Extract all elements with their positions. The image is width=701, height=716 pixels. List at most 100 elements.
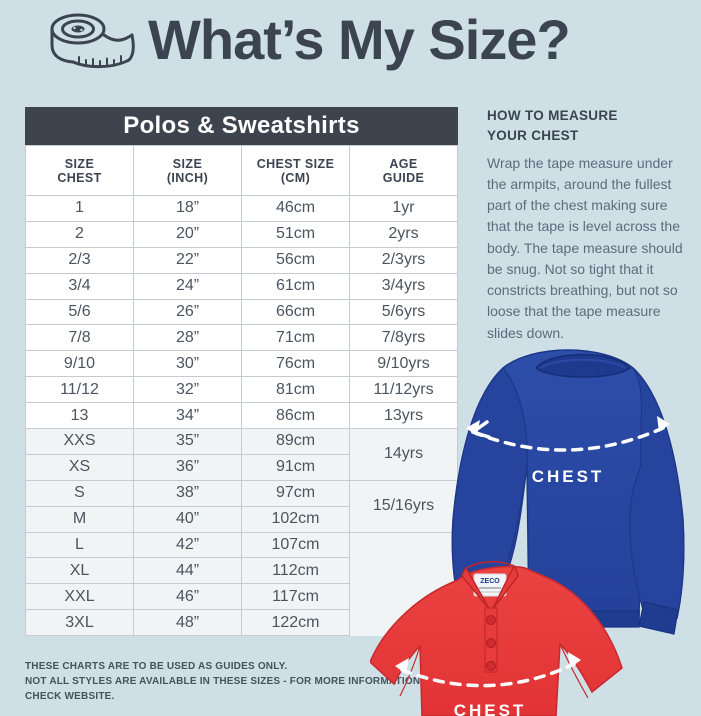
- cell-cm: 56cm: [241, 246, 350, 274]
- table-row: 1 18” 46cm 1yr: [25, 195, 458, 222]
- cell-age: 15/16yrs: [349, 479, 458, 533]
- cell-size: M: [25, 505, 134, 533]
- tape-measure-icon: [50, 13, 135, 69]
- cell-cm: 91cm: [241, 453, 350, 481]
- table-row: M 40” 102cm: [25, 505, 458, 533]
- sweatshirt-body: [451, 349, 685, 635]
- cell-cm: 61cm: [241, 272, 350, 300]
- cell-size: 9/10: [25, 350, 134, 378]
- sweatshirt-chest-arrow: [466, 416, 670, 452]
- cell-inch: 48”: [133, 609, 242, 637]
- cell-size: 13: [25, 402, 134, 430]
- cell-inch: 30”: [133, 350, 242, 378]
- cell-cm: 107cm: [241, 531, 350, 559]
- cell-cm: 71cm: [241, 324, 350, 352]
- measure-guide: HOW TO MEASURE YOUR CHEST Wrap the tape …: [487, 106, 687, 344]
- cell-size: 3XL: [25, 609, 134, 637]
- disclaimer: THESE CHARTS ARE TO BE USED AS GUIDES ON…: [25, 659, 425, 704]
- cell-inch: 22”: [133, 246, 242, 274]
- cell-age-empty: [349, 532, 458, 558]
- cell-age-empty: [349, 557, 458, 584]
- table-row: 2/3 22” 56cm 2/3yrs: [25, 246, 458, 274]
- cell-age: 9/10yrs: [349, 350, 458, 378]
- cell-size: S: [25, 479, 134, 507]
- cell-size: XXL: [25, 583, 134, 611]
- cell-size: L: [25, 531, 134, 559]
- table-row: 7/8 28” 71cm 7/8yrs: [25, 324, 458, 352]
- cell-size: 5/6: [25, 298, 134, 326]
- cell-inch: 28”: [133, 324, 242, 352]
- disclaimer-line: CHECK WEBSITE.: [25, 691, 115, 702]
- cell-size: 1: [25, 195, 134, 222]
- cell-cm: 66cm: [241, 298, 350, 326]
- cell-inch: 42”: [133, 531, 242, 559]
- cell-age: 7/8yrs: [349, 324, 458, 352]
- table-title: Polos & Sweatshirts: [25, 107, 458, 145]
- cell-age: 5/6yrs: [349, 298, 458, 326]
- cell-inch: 26”: [133, 298, 242, 326]
- cell-age: 2yrs: [349, 220, 458, 248]
- cell-inch: 34”: [133, 402, 242, 430]
- table-row: 3/4 24” 61cm 3/4yrs: [25, 272, 458, 300]
- cell-cm: 81cm: [241, 376, 350, 404]
- polo-chest-label: CHEST: [454, 701, 527, 716]
- col-header-size-chest: SIZE CHEST: [25, 145, 134, 196]
- table-row: 2 20” 51cm 2yrs: [25, 220, 458, 248]
- cell-size: XXS: [25, 428, 134, 455]
- cell-cm: 89cm: [241, 428, 350, 455]
- header-row: SIZE CHEST SIZE (INCH) CHEST SIZE (CM) A…: [25, 145, 458, 196]
- measure-guide-heading: HOW TO MEASURE YOUR CHEST: [487, 108, 618, 144]
- cell-cm: 97cm: [241, 479, 350, 507]
- cell-cm: 122cm: [241, 609, 350, 637]
- cell-cm: 117cm: [241, 583, 350, 611]
- sweatshirt-image: CHEST: [451, 349, 685, 635]
- cell-age: 14yrs: [349, 428, 458, 481]
- cell-size: 2/3: [25, 246, 134, 274]
- polo-body: ZECO: [370, 561, 623, 716]
- cell-inch: 18”: [133, 195, 242, 222]
- cell-inch: 24”: [133, 272, 242, 300]
- cell-inch: 38”: [133, 479, 242, 507]
- table-row: 11/12 32” 81cm 11/12yrs: [25, 376, 458, 404]
- table-row: 9/10 30” 76cm 9/10yrs: [25, 350, 458, 378]
- cell-cm: 86cm: [241, 402, 350, 430]
- cell-size: 11/12: [25, 376, 134, 404]
- disclaimer-line: THESE CHARTS ARE TO BE USED AS GUIDES ON…: [25, 661, 288, 672]
- cell-age: 11/12yrs: [349, 376, 458, 404]
- cell-inch: 44”: [133, 557, 242, 585]
- cell-inch: 35”: [133, 428, 242, 455]
- cell-size: XS: [25, 453, 134, 481]
- disclaimer-line: NOT ALL STYLES ARE AVAILABLE IN THESE SI…: [25, 676, 421, 687]
- size-chart: Polos & Sweatshirts SIZE CHEST SIZE (INC…: [25, 107, 458, 637]
- table-row: XXL 46” 117cm: [25, 583, 458, 611]
- cell-age: 13yrs: [349, 402, 458, 430]
- cell-size: XL: [25, 557, 134, 585]
- cell-inch: 46”: [133, 583, 242, 611]
- polo-chest-arrow: [395, 652, 581, 688]
- table-row: XS 36” 91cm: [25, 453, 458, 481]
- polo-brand-label: ZECO: [480, 578, 500, 585]
- cell-cm: 102cm: [241, 505, 350, 533]
- col-header-size-inch: SIZE (INCH): [133, 145, 242, 196]
- cell-size: 2: [25, 220, 134, 248]
- table-row: S 38” 97cm 15/16yrs: [25, 479, 458, 533]
- col-header-chest-size-cm: CHEST SIZE (CM): [241, 145, 350, 196]
- cell-age: 3/4yrs: [349, 272, 458, 300]
- polo-image: ZECO CHEST: [370, 561, 623, 716]
- cell-cm: 51cm: [241, 220, 350, 248]
- table-row: XL 44” 112cm: [25, 557, 458, 585]
- cell-inch: 40”: [133, 505, 242, 533]
- cell-inch: 20”: [133, 220, 242, 248]
- cell-size: 7/8: [25, 324, 134, 352]
- size-table-head: SIZE CHEST SIZE (INCH) CHEST SIZE (CM) A…: [25, 145, 458, 196]
- cell-cm: 76cm: [241, 350, 350, 378]
- cell-cm: 46cm: [241, 195, 350, 222]
- cell-cm: 112cm: [241, 557, 350, 585]
- measure-guide-body: Wrap the tape measure under the armpits,…: [487, 154, 683, 341]
- sweatshirt-chest-label: CHEST: [532, 467, 605, 486]
- cell-age: 2/3yrs: [349, 246, 458, 274]
- table-row: XXS 35” 89cm 14yrs: [25, 428, 458, 481]
- col-header-age-guide: AGE GUIDE: [349, 145, 458, 196]
- table-row: L 42” 107cm: [25, 531, 458, 559]
